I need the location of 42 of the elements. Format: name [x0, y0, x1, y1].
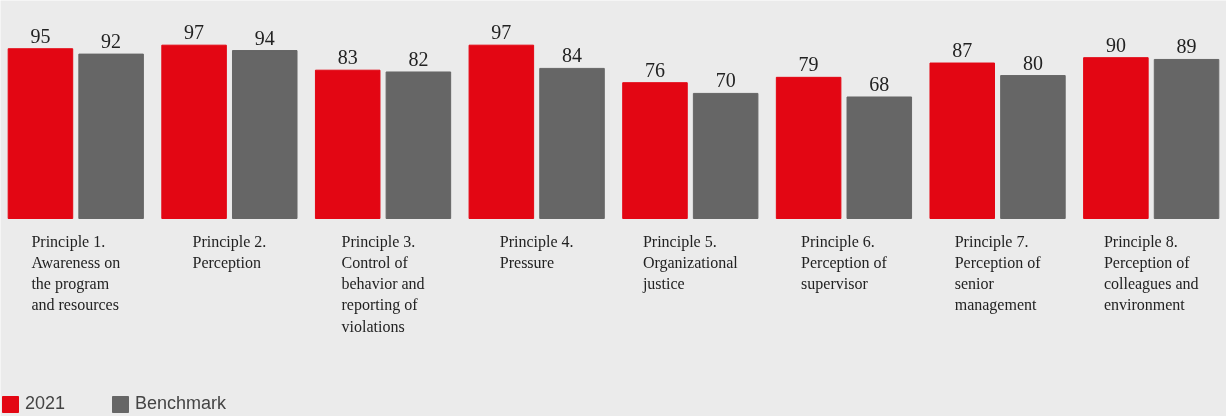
x-tick-label: Principle 1. Awareness on the program and resources: [31, 232, 121, 314]
data-label: 68: [869, 72, 890, 95]
bar: [385, 71, 452, 219]
x-tick-label: Principle 8. Perception of colleagues and environment: [1103, 232, 1199, 314]
x-tick-label: Principle 6. Perception of supervisor: [801, 232, 888, 293]
data-label: 83: [337, 46, 358, 69]
bar: [1153, 58, 1220, 219]
bar: [231, 50, 298, 219]
x-tick-label: Principle 5. Organizational justice: [641, 232, 739, 293]
data-label: 97: [491, 21, 512, 44]
legend-label: 2021: [25, 393, 66, 414]
data-label: 84: [562, 44, 583, 67]
bar: [929, 62, 996, 219]
bar: [78, 53, 144, 219]
bar: [1083, 57, 1149, 219]
bar: [7, 48, 74, 219]
bar: [692, 92, 759, 219]
bar: [314, 69, 381, 219]
data-label: 70: [715, 69, 736, 92]
x-tick-label: Principle 2. Perception: [192, 232, 267, 272]
data-label: 90: [1105, 33, 1126, 56]
x-tick-label: Principle 3. Control of behavior and reporting of violations: [341, 232, 425, 335]
data-label: 95: [30, 24, 51, 47]
bar: [622, 82, 688, 219]
bar: [846, 96, 913, 219]
data-label: 79: [798, 53, 819, 76]
data-label: 80: [1022, 51, 1043, 74]
bar: [539, 67, 605, 219]
data-label: 87: [952, 39, 973, 62]
legend-label: Benchmark: [135, 393, 227, 414]
bar: [775, 76, 842, 219]
bar: [161, 44, 227, 219]
data-label: 82: [408, 47, 429, 70]
data-label: 97: [184, 21, 205, 44]
bar: [1000, 75, 1066, 219]
data-label: 76: [644, 58, 665, 81]
data-label: 92: [101, 30, 122, 53]
bar: [468, 44, 535, 219]
x-tick-label: Principle 7. Perception of senior management: [954, 232, 1042, 315]
data-label: 94: [254, 26, 275, 49]
data-label: 89: [1176, 35, 1197, 58]
x-tick-label: Principle 4. Pressure: [499, 232, 574, 271]
